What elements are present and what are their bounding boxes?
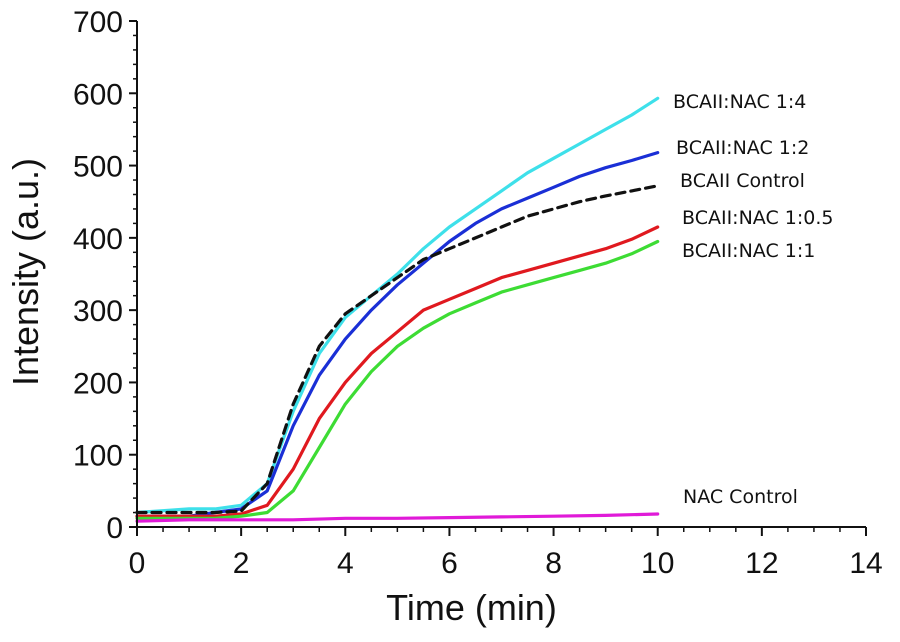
x-tick-label: 6: [441, 547, 458, 580]
series-label: BCAII:NAC 1:0.5: [682, 207, 833, 229]
series-label: BCAII:NAC 1:1: [682, 240, 815, 262]
x-tick-label: 8: [545, 547, 562, 580]
y-tick-label: 200: [73, 367, 123, 400]
series-line-nac-control: [135, 512, 660, 523]
y-tick-label: 700: [73, 6, 123, 39]
y-tick-label: 400: [73, 223, 123, 256]
x-tick-label: 14: [849, 547, 882, 580]
series-label: NAC Control: [683, 486, 798, 508]
series-label: BCAII:NAC 1:2: [676, 137, 809, 159]
x-tick-label: 2: [233, 547, 250, 580]
x-tick-label: 0: [129, 547, 146, 580]
y-tick-label: 500: [73, 151, 123, 184]
series-line-bcaii-control: [135, 184, 660, 515]
y-tick-label: 0: [106, 512, 123, 545]
y-tick-label: 300: [73, 295, 123, 328]
series-label: BCAII Control: [680, 170, 805, 192]
series-line-bcaii-nac-1-1: [135, 239, 660, 520]
y-tick-label: 100: [73, 440, 123, 473]
x-axis-title: Time (min): [386, 587, 557, 628]
y-tick-label: 600: [73, 78, 123, 111]
series-label: BCAII:NAC 1:4: [673, 91, 806, 113]
series-line-bcaii-nac-1-2: [135, 151, 660, 518]
y-axis-title: Intensity (a.u.): [5, 158, 46, 386]
series-line-bcaii-nac-1-4: [135, 96, 660, 515]
x-tick-label: 12: [745, 547, 778, 580]
series-line-bcaii-nac-1-0-5: [135, 225, 660, 518]
x-tick-label: 10: [641, 547, 674, 580]
x-tick-label: 4: [337, 547, 354, 580]
